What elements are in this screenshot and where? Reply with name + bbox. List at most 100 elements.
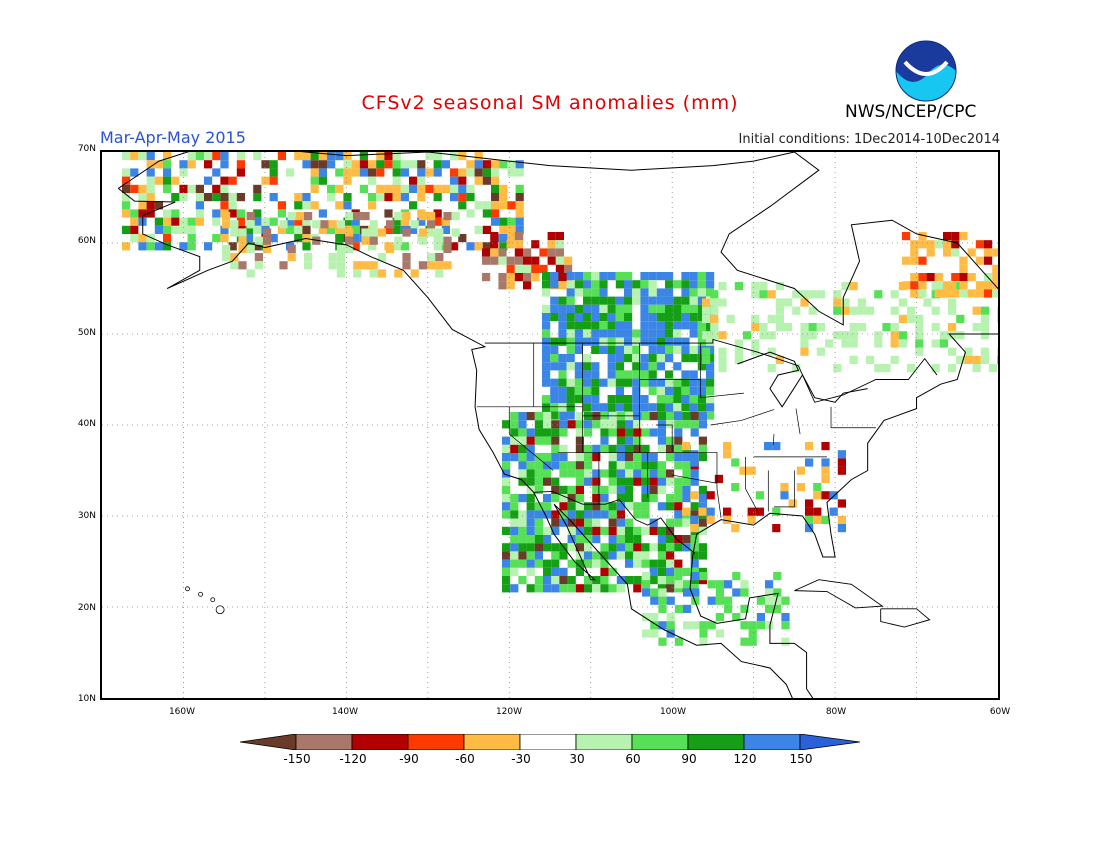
anomaly-cell (163, 160, 172, 169)
anomaly-cell (409, 201, 418, 210)
anomaly-cell (599, 321, 608, 330)
anomaly-cell (821, 458, 830, 467)
anomaly-cell (564, 264, 573, 273)
anomaly-cell (433, 168, 442, 177)
anomaly-cell (934, 289, 943, 298)
anomaly-cell (575, 535, 584, 544)
anomaly-cell (435, 269, 444, 278)
anomaly-cell (665, 386, 674, 395)
anomaly-cell (706, 272, 715, 281)
anomaly-cell (345, 236, 354, 245)
anomaly-cell (910, 281, 919, 290)
anomaly-cell (633, 584, 642, 593)
anomaly-cell (336, 244, 345, 253)
anomaly-cell (641, 502, 650, 511)
anomaly-cell (526, 551, 535, 560)
anomaly-cell (792, 306, 801, 315)
anomaly-cell (392, 225, 401, 234)
anomaly-cell (608, 485, 617, 494)
anomaly-cell (551, 518, 560, 527)
anomaly-cell (559, 469, 568, 478)
anomaly-cell (567, 584, 576, 593)
anomaly-cell (591, 395, 600, 404)
anomaly-cell (959, 281, 968, 290)
anomaly-cell (767, 347, 776, 356)
anomaly-cell (458, 201, 467, 210)
anomaly-cell (674, 436, 683, 445)
anomaly-cell (980, 347, 989, 356)
anomaly-cell (138, 209, 147, 218)
anomaly-cell (566, 304, 575, 313)
anomaly-cell (458, 184, 467, 193)
anomaly-cell (171, 176, 180, 185)
anomaly-cell (574, 304, 583, 313)
anomaly-cell (418, 236, 427, 245)
anomaly-cell (534, 576, 543, 585)
anomaly-cell (212, 168, 221, 177)
colorbar-label: -120 (339, 752, 367, 766)
anomaly-cell (566, 395, 575, 404)
anomaly-cell (959, 273, 968, 282)
anomaly-cell (441, 217, 450, 226)
anomaly-cell (583, 403, 592, 412)
anomaly-cell (673, 345, 682, 354)
anomaly-cell (277, 201, 286, 210)
lat-label-20n: 20N (77, 603, 96, 613)
anomaly-cell (633, 535, 642, 544)
anomaly-cell (555, 281, 564, 290)
anomaly-cell (542, 378, 551, 387)
anomaly-cell (907, 314, 916, 323)
anomaly-cell (269, 193, 278, 202)
anomaly-cell (138, 234, 147, 243)
anomaly-cell (212, 217, 221, 226)
anomaly-cell (591, 321, 600, 330)
anomaly-cell (673, 280, 682, 289)
anomaly-cell (343, 201, 352, 210)
anomaly-cell (384, 152, 393, 161)
colorbar-label: -60 (455, 752, 475, 766)
anomaly-cell (302, 201, 311, 210)
anomaly-cell (934, 240, 943, 249)
anomaly-cell (559, 412, 568, 421)
anomaly-cell (551, 477, 560, 486)
chart-title: CFSv2 seasonal SM anomalies (mm) (361, 92, 739, 114)
anomaly-cell (343, 193, 352, 202)
anomaly-cell (130, 234, 139, 243)
anomaly-cell (656, 395, 665, 404)
anomaly-cell (715, 596, 724, 605)
anomaly-cell (146, 184, 155, 193)
anomaly-cell (542, 362, 551, 371)
anomaly-cell (253, 225, 262, 234)
anomaly-cell (697, 403, 706, 412)
anomaly-cell (656, 272, 665, 281)
anomaly-cell (212, 234, 221, 243)
anomaly-cell (584, 576, 593, 585)
anomaly-cell (640, 296, 649, 305)
anomaly-cell (857, 323, 866, 332)
anomaly-cell (502, 436, 511, 445)
anomaly-cell (640, 378, 649, 387)
anomaly-cell (543, 576, 552, 585)
anomaly-cell (514, 256, 523, 265)
anomaly-cell (690, 567, 699, 576)
anomaly-cell (658, 621, 667, 630)
colorbar-segment (687, 734, 745, 750)
anomaly-cell (591, 272, 600, 281)
anomaly-cell (682, 485, 691, 494)
anomaly-cell (499, 201, 508, 210)
anomaly-cell (220, 184, 229, 193)
anomaly-cell (263, 228, 272, 237)
anomaly-cell (515, 184, 524, 193)
colorbar-label: -90 (399, 752, 419, 766)
anomaly-cell (502, 551, 511, 560)
anomaly-cell (800, 347, 809, 356)
anomaly-cell (584, 428, 593, 437)
anomaly-cell (222, 212, 231, 221)
anomaly-cell (551, 453, 560, 462)
anomaly-cell (943, 232, 952, 241)
anomaly-cell (956, 355, 965, 364)
anomaly-cell (772, 524, 781, 533)
anomaly-cell (269, 176, 278, 185)
anomaly-cell (534, 428, 543, 437)
anomaly-cell (849, 355, 858, 364)
